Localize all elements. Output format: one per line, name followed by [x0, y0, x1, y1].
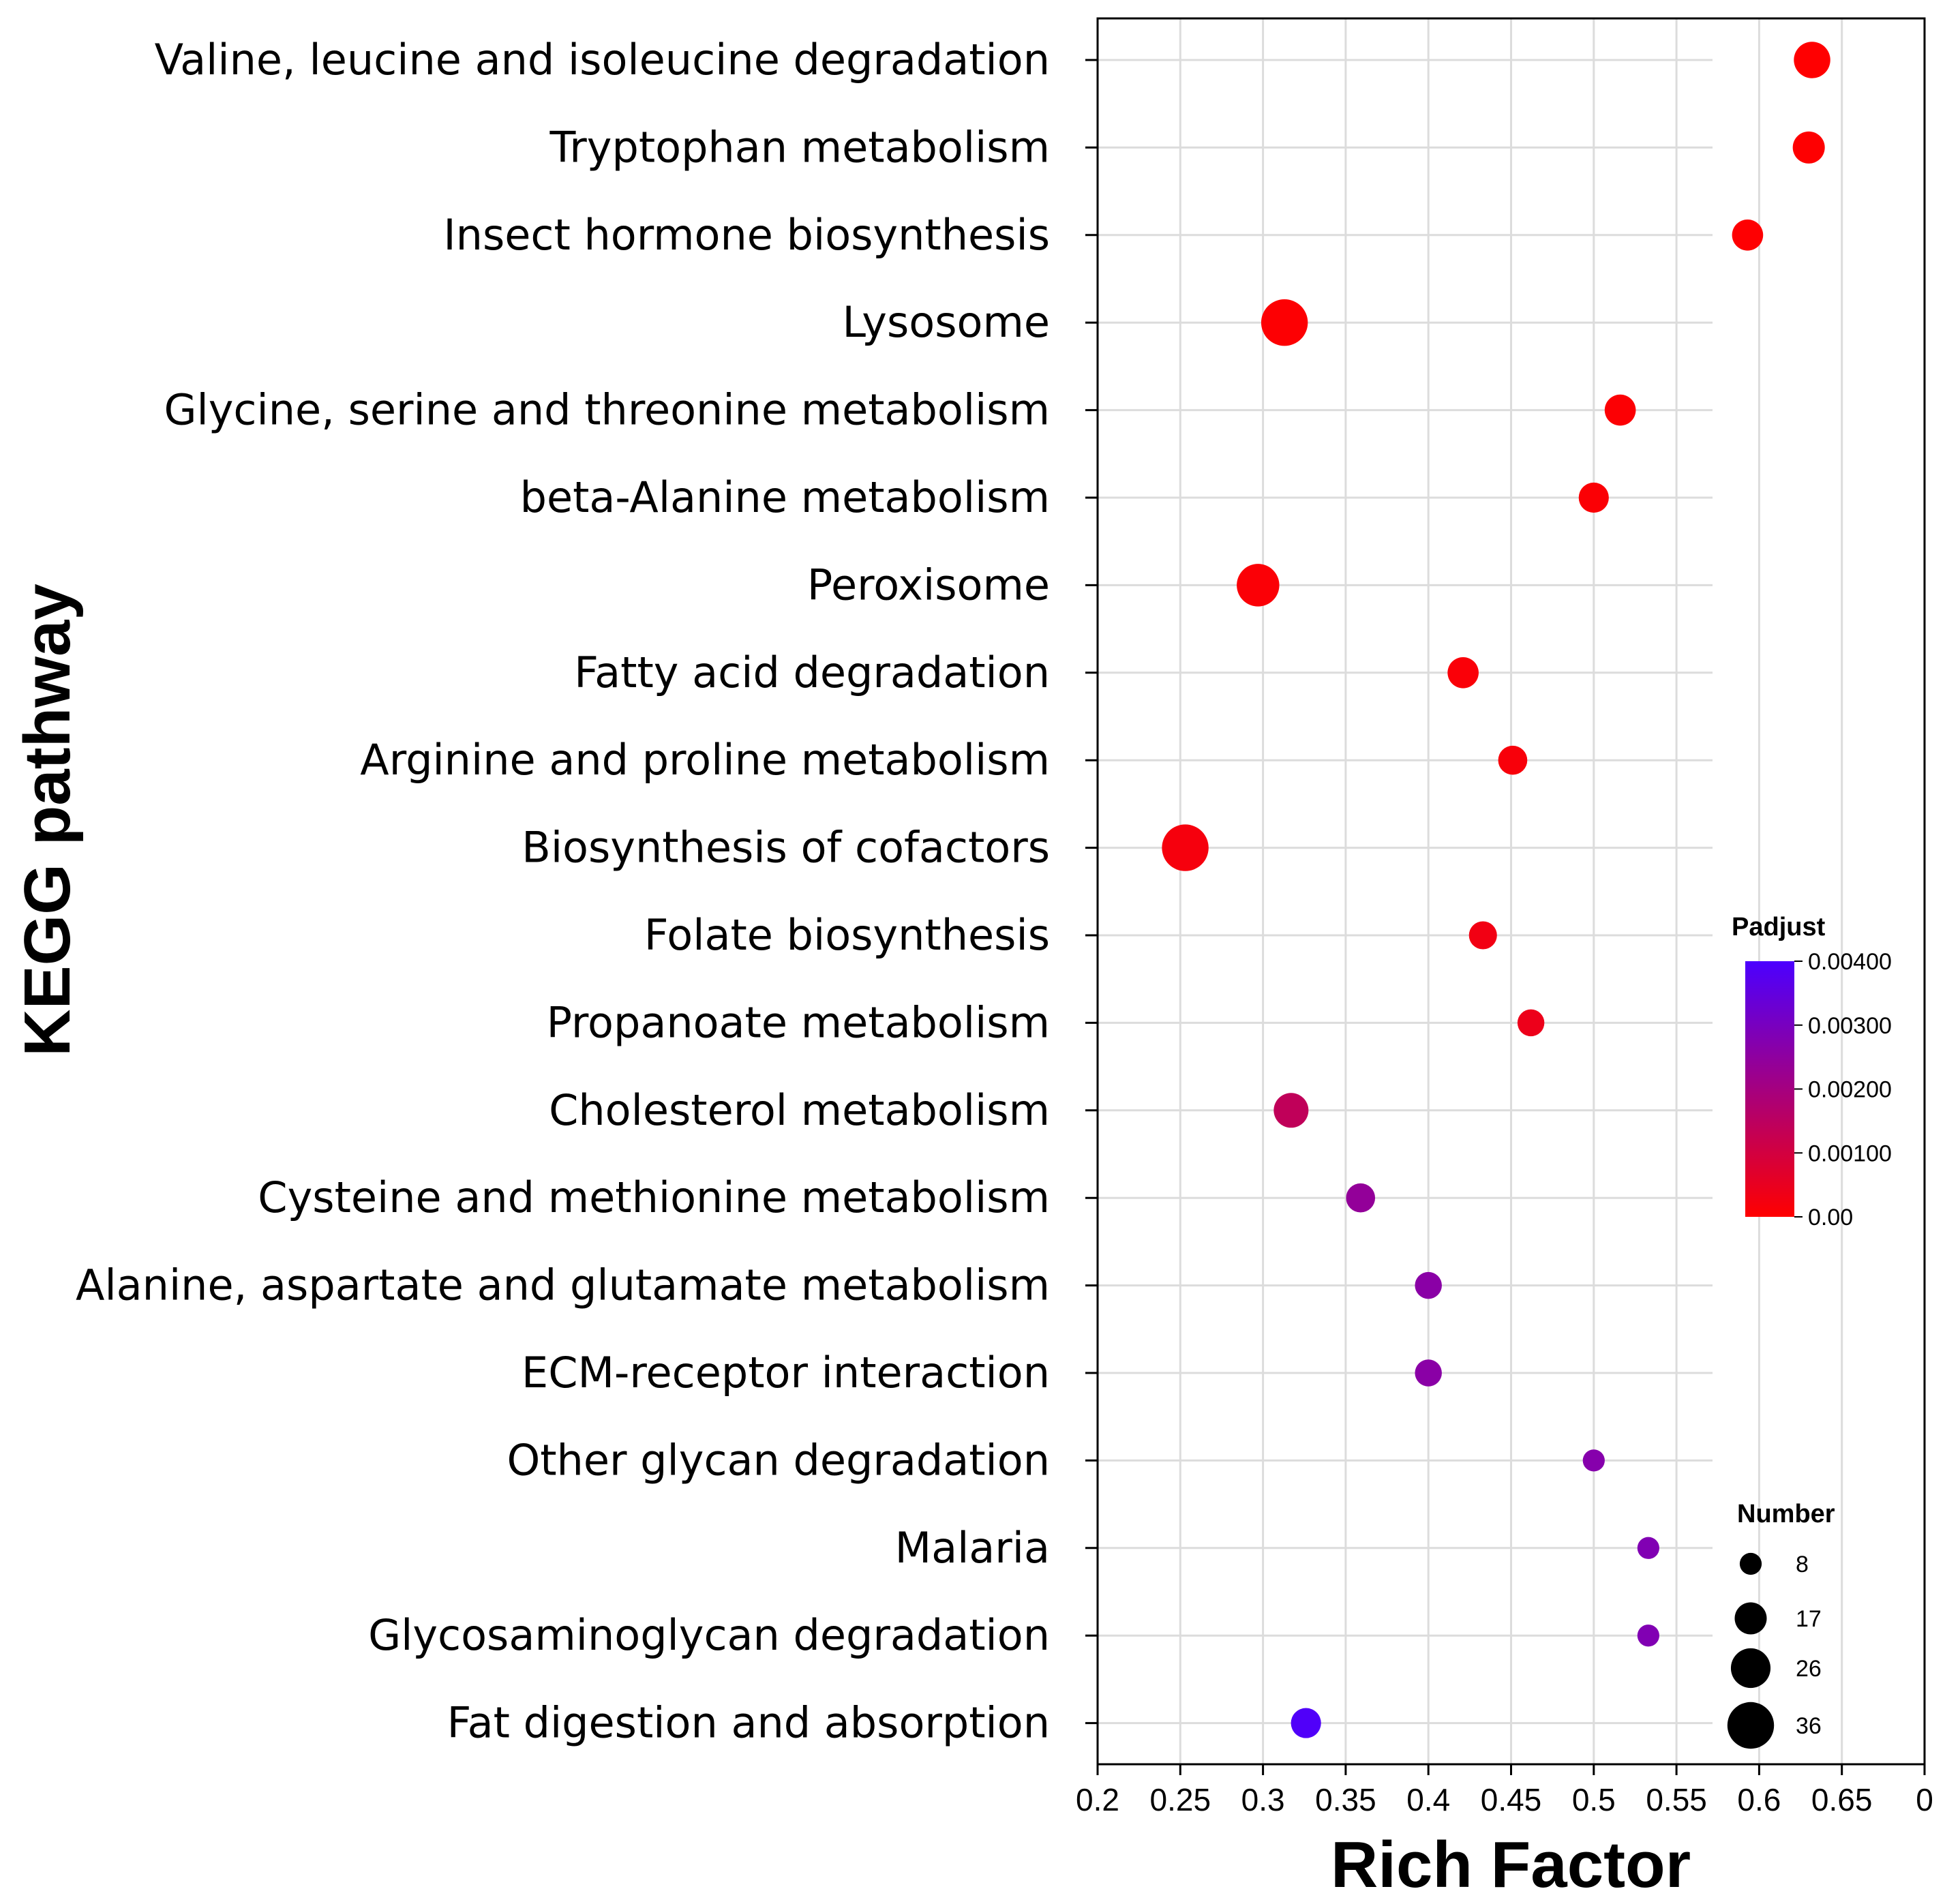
y-tick-label: beta-Alanine metabolism: [520, 472, 1050, 522]
padjust-tick-label: 0.00400: [1808, 949, 1892, 975]
y-tick-label: Propanoate metabolism: [547, 997, 1050, 1047]
padjust-tick-label: 0.00: [1808, 1205, 1853, 1230]
y-tick-label: Fatty acid degradation: [574, 648, 1050, 697]
number-legend-label: 17: [1796, 1606, 1822, 1632]
data-points: [1162, 42, 1830, 1738]
data-point: [1604, 394, 1636, 426]
y-tick-label: Malaria: [895, 1523, 1050, 1573]
y-tick-label: Insect hormone biosynthesis: [443, 210, 1050, 260]
number-legend-label: 36: [1796, 1713, 1822, 1739]
data-point: [1273, 1093, 1309, 1128]
y-tick-label: Biosynthesis of cofactors: [522, 823, 1050, 873]
data-point: [1498, 745, 1528, 775]
y-tick-label: Glycine, serine and threonine metabolism: [164, 385, 1050, 435]
data-point: [1162, 824, 1209, 871]
number-legend-title: Number: [1737, 1500, 1835, 1528]
padjust-colorbar: [1745, 961, 1794, 1217]
padjust-tick-label: 0.00300: [1808, 1013, 1892, 1039]
y-axis-ticks: Valine, leucine and isoleucine degradati…: [76, 35, 1098, 1748]
data-point: [1732, 220, 1764, 251]
y-tick-label: Fat digestion and absorption: [447, 1698, 1050, 1748]
padjust-legend-title: Padjust: [1732, 913, 1826, 941]
data-point: [1261, 299, 1308, 346]
data-point: [1517, 1009, 1545, 1037]
x-tick-label: 0: [1916, 1782, 1933, 1817]
x-tick-label: 0.6: [1737, 1782, 1781, 1817]
padjust-legend-ticks: 0.00400 0.00300 0.00200 0.00100 0.00: [1794, 949, 1892, 1230]
data-point: [1237, 564, 1280, 607]
y-tick-label: Glycosaminoglycan degradation: [368, 1610, 1050, 1660]
data-point: [1637, 1537, 1659, 1559]
x-tick-label: 0.5: [1572, 1782, 1616, 1817]
grid-lines: [1098, 18, 1843, 1764]
data-point: [1447, 657, 1479, 689]
data-point: [1582, 1449, 1605, 1472]
data-point: [1792, 131, 1825, 164]
x-tick-label: 0.4: [1406, 1782, 1450, 1817]
x-tick-label: 0.2: [1076, 1782, 1119, 1817]
data-point: [1637, 1625, 1659, 1647]
number-legend-label: 26: [1796, 1656, 1822, 1682]
x-tick-label: 0.35: [1315, 1782, 1376, 1817]
number-legend-dot: [1730, 1648, 1771, 1689]
x-axis-title: Rich Factor: [1331, 1828, 1691, 1901]
data-point: [1346, 1183, 1376, 1213]
y-tick-label: Lysosome: [842, 297, 1050, 347]
y-tick-label: Cholesterol metabolism: [549, 1085, 1050, 1135]
y-tick-label: Alanine, aspartate and glutamate metabol…: [76, 1260, 1050, 1310]
y-tick-label: Peroxisome: [807, 560, 1050, 609]
y-tick-label: Folate biosynthesis: [644, 910, 1050, 960]
x-tick-label: 0.65: [1811, 1782, 1873, 1817]
y-axis-title: KEGG pathway: [11, 584, 84, 1056]
number-legend-label: 8: [1796, 1552, 1809, 1577]
y-tick-label: Valine, leucine and isoleucine degradati…: [155, 35, 1050, 85]
y-tick-label: Arginine and proline metabolism: [360, 735, 1050, 785]
data-point: [1291, 1708, 1321, 1738]
number-legend-entries: 8 17 26 36: [1727, 1552, 1822, 1749]
data-point: [1578, 482, 1609, 513]
y-tick-label: Other glycan degradation: [507, 1435, 1050, 1485]
x-tick-label: 0.55: [1646, 1782, 1707, 1817]
x-axis-ticks: 0.2 0.25 0.3 0.35 0.4 0.45 0.5 0.55 0.6 0.65 0: [1076, 1764, 1933, 1817]
x-tick-label: 0.45: [1481, 1782, 1542, 1817]
y-tick-label: Cysteine and methionine metabolism: [258, 1173, 1050, 1222]
number-size-legend: Number 8 17 26 36: [1727, 1500, 1835, 1749]
x-tick-label: 0.3: [1241, 1782, 1285, 1817]
data-point: [1415, 1359, 1442, 1387]
number-legend-dot: [1727, 1702, 1775, 1749]
x-tick-label: 0.25: [1150, 1782, 1211, 1817]
data-point: [1794, 42, 1830, 78]
data-point: [1415, 1271, 1442, 1299]
padjust-tick-label: 0.00200: [1808, 1077, 1892, 1103]
data-point: [1468, 921, 1497, 950]
y-tick-label: Tryptophan metabolism: [549, 122, 1050, 172]
padjust-tick-label: 0.00100: [1808, 1140, 1892, 1166]
number-legend-dot: [1734, 1602, 1767, 1635]
y-tick-label: ECM-receptor interaction: [522, 1348, 1050, 1397]
number-legend-dot: [1739, 1552, 1762, 1575]
padjust-color-legend: Padjust 0.00400 0.00300 0.00200 0.00100 0.00: [1732, 913, 1892, 1230]
